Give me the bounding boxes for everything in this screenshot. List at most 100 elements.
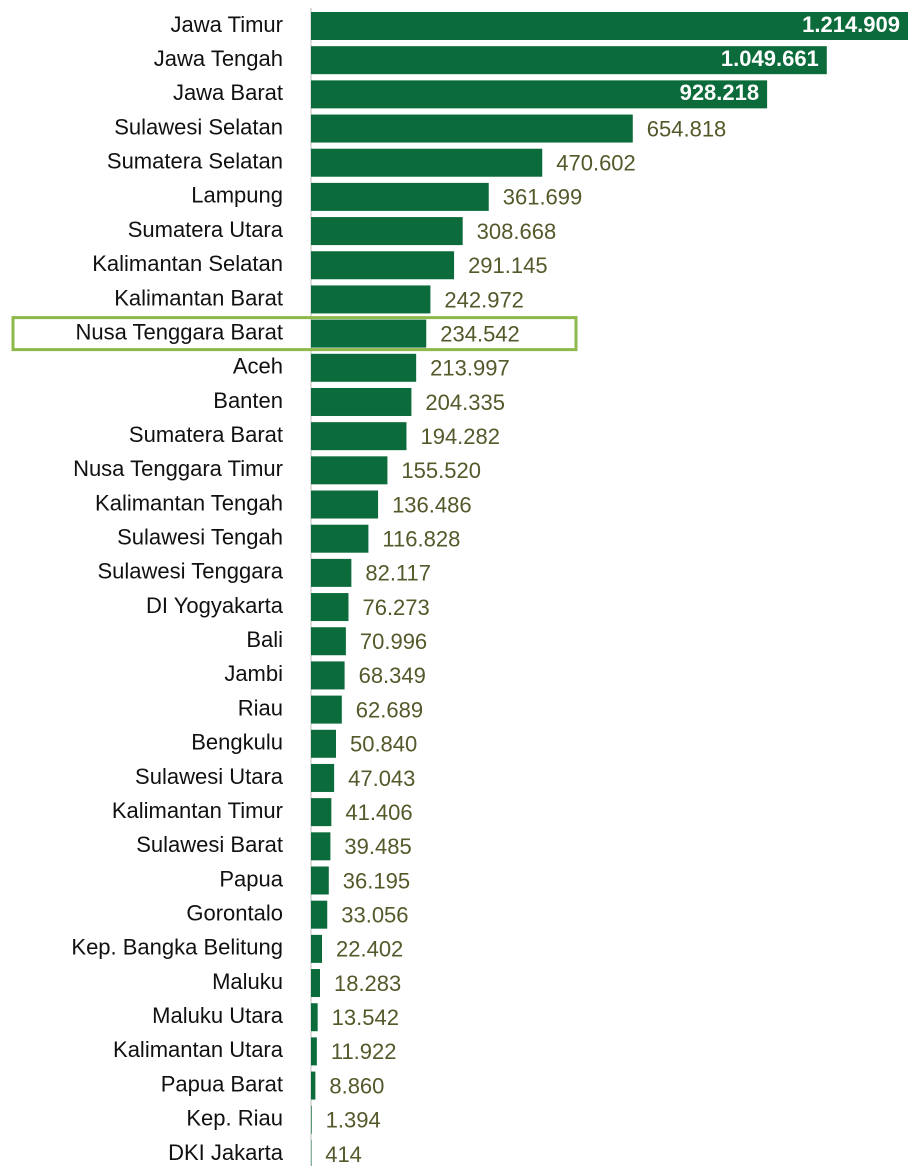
bar bbox=[311, 1105, 312, 1134]
category-label: Riau bbox=[238, 695, 283, 720]
value-label: 928.218 bbox=[680, 80, 760, 105]
value-label: 242.972 bbox=[444, 287, 524, 312]
category-label: Papua Barat bbox=[161, 1071, 283, 1096]
bar bbox=[311, 182, 489, 211]
bar bbox=[311, 1037, 317, 1066]
bar bbox=[311, 729, 336, 758]
category-label: Sulawesi Barat bbox=[136, 832, 283, 857]
value-label: 39.485 bbox=[344, 834, 411, 859]
bar bbox=[311, 1071, 316, 1100]
bar bbox=[311, 1003, 318, 1032]
category-label: Kalimantan Tengah bbox=[95, 490, 283, 515]
bar bbox=[311, 900, 328, 929]
bar bbox=[311, 148, 543, 177]
bar bbox=[311, 80, 768, 109]
highlight-box bbox=[11, 316, 578, 352]
category-label: Bengkulu bbox=[191, 730, 283, 755]
bar bbox=[311, 798, 332, 827]
category-label: Sulawesi Tenggara bbox=[98, 559, 284, 584]
bar bbox=[311, 661, 345, 690]
bar bbox=[311, 114, 633, 143]
bar bbox=[311, 353, 417, 382]
value-label: 11.922 bbox=[331, 1039, 397, 1064]
value-label: 414 bbox=[325, 1142, 362, 1166]
bar bbox=[311, 46, 827, 75]
category-label: Maluku bbox=[212, 969, 283, 994]
category-label: Kalimantan Utara bbox=[113, 1037, 284, 1062]
bar bbox=[311, 456, 388, 485]
bar bbox=[311, 387, 412, 416]
category-label: Kalimantan Selatan bbox=[92, 251, 283, 276]
value-label: 1.214.909 bbox=[802, 12, 900, 37]
value-label: 213.997 bbox=[430, 356, 510, 381]
bar bbox=[311, 319, 427, 348]
value-label: 1.049.661 bbox=[721, 46, 819, 71]
category-label: Nusa Tenggara Barat bbox=[75, 319, 283, 344]
category-label: Kep. Bangka Belitung bbox=[71, 935, 283, 960]
category-label: Kep. Riau bbox=[186, 1106, 283, 1131]
category-label: Maluku Utara bbox=[152, 1003, 284, 1028]
bar bbox=[311, 1139, 312, 1166]
bar bbox=[311, 285, 431, 314]
category-label: Nusa Tenggara Timur bbox=[73, 456, 283, 481]
category-label: Sulawesi Tengah bbox=[117, 525, 283, 550]
value-label: 204.335 bbox=[425, 390, 505, 415]
value-label: 234.542 bbox=[440, 321, 520, 346]
value-label: 62.689 bbox=[356, 697, 423, 722]
category-label: DKI Jakarta bbox=[168, 1140, 284, 1165]
bar bbox=[311, 695, 342, 724]
category-label: Aceh bbox=[233, 354, 283, 379]
category-label: Kalimantan Timur bbox=[112, 798, 283, 823]
value-label: 194.282 bbox=[420, 424, 500, 449]
value-label: 68.349 bbox=[359, 663, 426, 688]
bar bbox=[311, 832, 331, 861]
category-label: Banten bbox=[213, 388, 283, 413]
value-label: 13.542 bbox=[332, 1005, 399, 1030]
value-label: 654.818 bbox=[647, 116, 727, 141]
category-label: Bali bbox=[246, 627, 283, 652]
bar bbox=[311, 490, 379, 519]
category-label: Sumatera Utara bbox=[128, 217, 284, 242]
bar bbox=[311, 251, 455, 280]
category-label: Jawa Timur bbox=[171, 12, 283, 37]
category-label: Sulawesi Utara bbox=[135, 764, 284, 789]
category-label: Kalimantan Barat bbox=[114, 285, 283, 310]
bar bbox=[311, 969, 320, 998]
value-label: 155.520 bbox=[401, 458, 481, 483]
value-label: 47.043 bbox=[348, 766, 415, 791]
bar bbox=[311, 217, 463, 246]
category-label: Sulawesi Selatan bbox=[114, 114, 283, 139]
bar bbox=[311, 422, 407, 451]
category-label: Lampung bbox=[191, 183, 283, 208]
value-label: 470.602 bbox=[556, 151, 636, 176]
value-label: 33.056 bbox=[341, 902, 408, 927]
category-label: Gorontalo bbox=[186, 900, 283, 925]
value-label: 8.860 bbox=[329, 1073, 384, 1098]
value-label: 1.394 bbox=[326, 1108, 381, 1133]
value-label: 36.195 bbox=[343, 868, 410, 893]
category-label: Sumatera Barat bbox=[129, 422, 283, 447]
value-label: 82.117 bbox=[365, 561, 431, 586]
value-label: 41.406 bbox=[345, 800, 412, 825]
bar bbox=[311, 866, 329, 895]
category-label: Papua bbox=[219, 866, 283, 891]
category-label: Jambi bbox=[224, 661, 283, 686]
bar bbox=[311, 558, 352, 587]
category-label: DI Yogyakarta bbox=[146, 593, 284, 618]
value-label: 76.273 bbox=[362, 595, 429, 620]
bar bbox=[311, 12, 908, 40]
value-label: 22.402 bbox=[336, 937, 403, 962]
bar bbox=[311, 593, 349, 622]
category-label: Jawa Barat bbox=[173, 80, 283, 105]
value-label: 291.145 bbox=[468, 253, 548, 278]
value-label: 70.996 bbox=[360, 629, 427, 654]
bar bbox=[311, 763, 335, 792]
bar bbox=[311, 934, 323, 963]
category-label: Sumatera Selatan bbox=[107, 149, 283, 174]
value-label: 50.840 bbox=[350, 732, 417, 757]
value-label: 136.486 bbox=[392, 492, 472, 517]
value-label: 18.283 bbox=[334, 971, 401, 996]
value-label: 116.828 bbox=[382, 527, 460, 552]
value-label: 308.668 bbox=[477, 219, 557, 244]
